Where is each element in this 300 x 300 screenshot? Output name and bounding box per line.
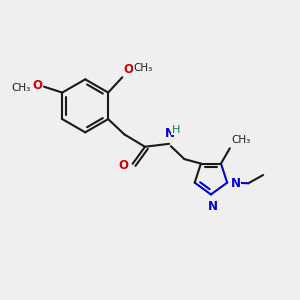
Text: O: O <box>124 63 134 76</box>
Text: N: N <box>165 127 175 140</box>
Text: CH₃: CH₃ <box>11 83 31 94</box>
Text: O: O <box>118 158 128 172</box>
Text: CH₃: CH₃ <box>231 135 250 145</box>
Text: N: N <box>207 200 218 213</box>
Text: O: O <box>33 79 43 92</box>
Text: H: H <box>171 125 180 135</box>
Text: N: N <box>231 177 241 190</box>
Text: CH₃: CH₃ <box>134 63 153 73</box>
